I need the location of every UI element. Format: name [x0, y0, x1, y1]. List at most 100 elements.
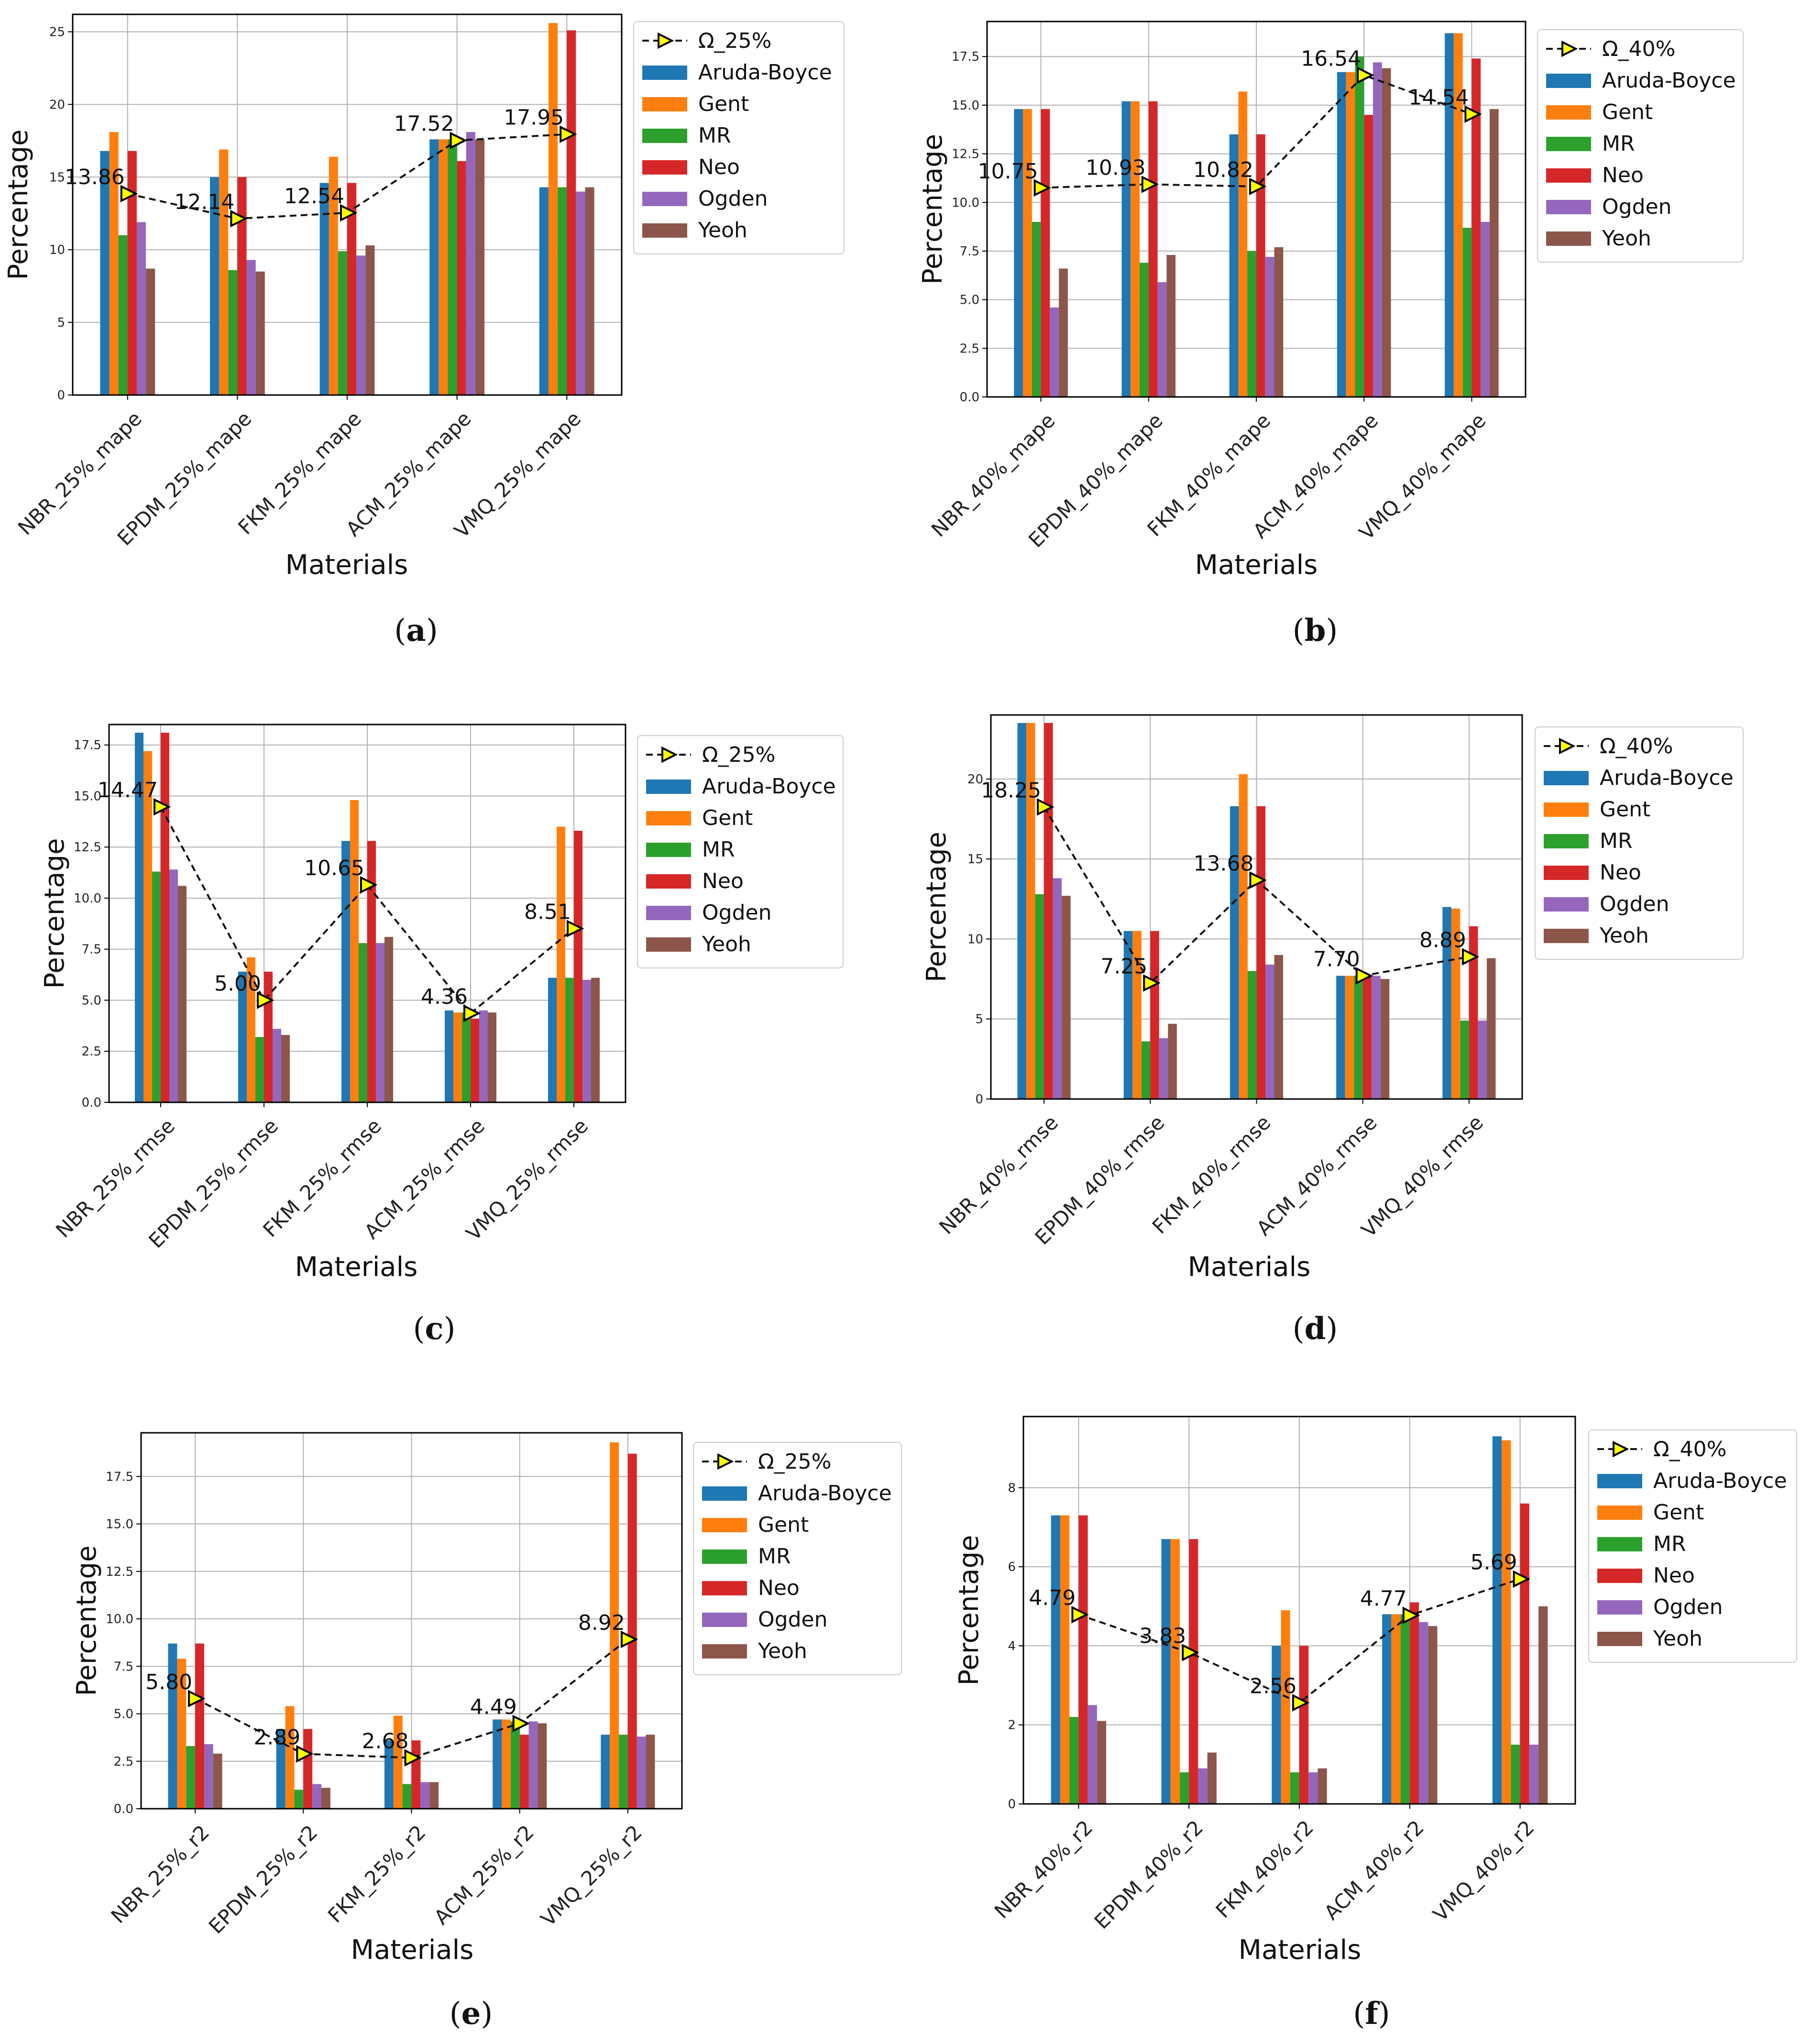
bar-aruda-boyce-2 [1161, 1539, 1171, 1804]
omega-value-label: 16.54 [1301, 46, 1361, 71]
bar-yeoh-4 [1380, 979, 1390, 1099]
bar-ogden-1 [1087, 1705, 1097, 1804]
bar-gent-4 [1391, 1614, 1401, 1804]
chart-panel-b: 0.0 2.5 5.0 7.5 10.0 12.5 15.0 17.5 10.75 10.93 10… [917, 21, 1744, 648]
bar-neo-2 [237, 177, 247, 395]
bar-mr-4 [1355, 56, 1364, 397]
y-tick-label: 5.0 [114, 1707, 133, 1722]
omega-value-label: 4.77 [1360, 1587, 1407, 1611]
bar-aruda-boyce-2 [1123, 931, 1133, 1099]
legend-swatch [642, 129, 687, 143]
bar-mr-3 [1247, 971, 1257, 1099]
legend-label: Neo [1602, 163, 1644, 187]
y-tick-label: 2.5 [82, 1044, 101, 1059]
omega-marker [1464, 105, 1482, 123]
chart-panel-d: 0510152018.257.2513.687.708.89NBR_40%_rm… [921, 714, 1744, 1347]
legend-swatch [702, 1518, 747, 1532]
legend-swatch [1546, 231, 1591, 246]
bar-yeoh-5 [1486, 958, 1496, 1099]
legend-label: MR [1600, 829, 1633, 853]
omega-marker [296, 1745, 314, 1763]
legend-label-omega: Ω_25% [698, 29, 771, 53]
legend: Ω_40% Aruda-Boyce Gent MR Neo Ogden Yeoh [1537, 29, 1744, 263]
bar-ogden-4 [466, 132, 475, 395]
bar-yeoh-5 [591, 978, 600, 1102]
omega-marker [1033, 179, 1052, 197]
bar-ogden-2 [246, 260, 256, 395]
y-tick-label: 15.0 [106, 1517, 133, 1532]
bar-neo-3 [347, 183, 357, 395]
bar-aruda-boyce-1 [168, 1643, 177, 1809]
omega-marker [512, 1714, 530, 1732]
y-tick-label: 0.0 [960, 390, 979, 405]
omega-value-label: 10.65 [304, 856, 364, 880]
y-tick-label: 8 [1008, 1481, 1016, 1495]
omega-marker [1071, 1605, 1089, 1624]
x-category-label: NBR_40%_r2 [990, 1815, 1098, 1923]
bar-yeoh-1 [146, 268, 155, 395]
legend-label: Yeoh [698, 218, 747, 242]
omega-value-label: 8.92 [578, 1611, 625, 1635]
bar-mr-4 [1400, 1614, 1410, 1804]
bar-mr-5 [565, 978, 574, 1102]
legend-label: Gent [1602, 100, 1653, 124]
bar-ogden-3 [1308, 1772, 1318, 1804]
bar-yeoh-2 [1168, 1023, 1177, 1099]
y-tick-label: 10 [967, 932, 983, 946]
bar-ogden-3 [1265, 257, 1274, 397]
omega-line [1078, 1578, 1521, 1704]
omega-value-label: 7.70 [1313, 947, 1360, 971]
legend-swatch [642, 160, 687, 175]
legend: Ω_40% Aruda-Boyce Gent MR Neo Ogden Yeoh [1588, 1429, 1797, 1663]
bar-ogden-3 [1265, 964, 1274, 1099]
y-tick-label: 10.0 [74, 891, 101, 906]
plot-frame [986, 21, 1526, 398]
legend-label: Aruda-Boyce [758, 1481, 892, 1506]
legend-swatch [1546, 105, 1591, 120]
y-tick-label: 0.0 [82, 1096, 101, 1110]
bar-mr-5 [1460, 1021, 1469, 1099]
bar-yeoh-4 [475, 139, 484, 395]
bar-neo-4 [471, 1018, 479, 1102]
bar-gent-3 [350, 800, 359, 1102]
y-tick-label: 0 [57, 388, 65, 403]
y-tick-label: 5 [975, 1012, 983, 1027]
bar-gent-5 [548, 23, 558, 396]
y-tick-label: 2.5 [960, 341, 979, 356]
y-axis-label: Percentage [921, 832, 952, 982]
legend-label-omega: Ω_40% [1653, 1437, 1726, 1462]
bar-mr-1 [118, 235, 128, 395]
bar-ogden-4 [1373, 62, 1382, 397]
x-axis-label: Materials [286, 549, 408, 581]
bar-yeoh-3 [429, 1782, 439, 1809]
legend-swatch [1544, 929, 1589, 943]
omega-value-label: 5.69 [1471, 1550, 1517, 1575]
panel-caption: (e) [450, 1996, 493, 2032]
bar-mr-4 [448, 139, 457, 395]
bar-aruda-boyce-3 [1229, 134, 1239, 397]
bar-yeoh-4 [1382, 68, 1391, 397]
bar-mr-3 [359, 943, 367, 1102]
x-axis-label: Materials [1195, 549, 1318, 581]
bar-ogden-3 [420, 1782, 430, 1809]
y-tick-label: 2 [1008, 1718, 1016, 1733]
bar-ogden-1 [1053, 878, 1062, 1099]
bar-ogden-5 [1478, 1021, 1487, 1099]
y-axis-label: Percentage [3, 129, 34, 280]
omega-marker [1141, 176, 1159, 193]
bar-neo-2 [303, 1729, 313, 1809]
omega-value-label: 4.79 [1029, 1586, 1076, 1610]
bar-mr-5 [619, 1735, 628, 1809]
bar-yeoh-2 [1207, 1752, 1217, 1804]
legend-omega-marker [717, 1453, 734, 1470]
bar-ogden-1 [1050, 307, 1059, 397]
y-tick-label: 17.5 [952, 50, 979, 64]
omega-value-label: 14.47 [98, 778, 158, 802]
legend-label: Neo [702, 869, 744, 893]
panel-caption: (b) [1293, 613, 1338, 648]
y-tick-label: 15.0 [74, 789, 101, 803]
x-category-label: VMQ_40%_r2 [1428, 1815, 1539, 1926]
bar-gent-1 [109, 132, 119, 395]
bar-gent-5 [557, 826, 565, 1102]
legend-label: Ogden [1600, 892, 1669, 916]
